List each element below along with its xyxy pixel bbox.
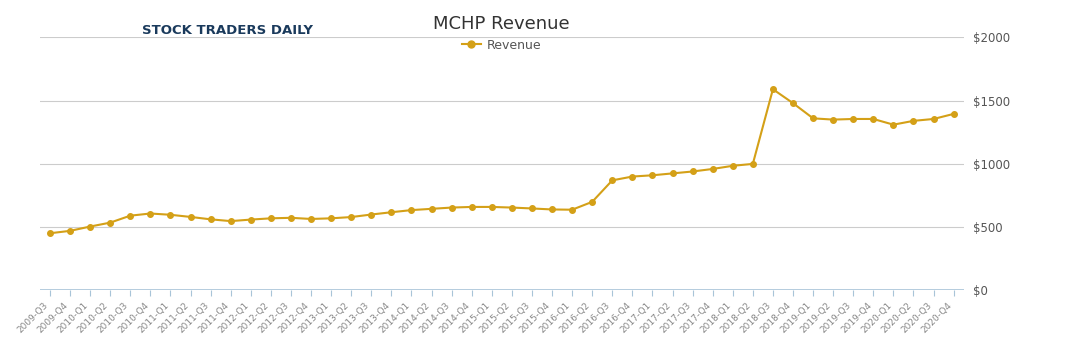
Legend: Revenue: Revenue bbox=[461, 38, 541, 51]
Text: STOCK TRADERS DAILY: STOCK TRADERS DAILY bbox=[142, 25, 313, 37]
Title: MCHP Revenue: MCHP Revenue bbox=[433, 15, 571, 33]
